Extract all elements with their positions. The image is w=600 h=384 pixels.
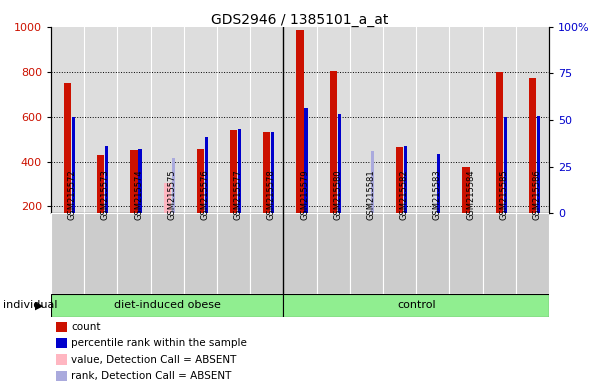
- Bar: [151, 213, 184, 294]
- Bar: [271, 132, 274, 213]
- Bar: [404, 146, 407, 213]
- Bar: [139, 149, 142, 213]
- Bar: [296, 30, 304, 213]
- Bar: [197, 149, 204, 213]
- Bar: [371, 151, 374, 213]
- Bar: [84, 213, 118, 294]
- Text: GSM215578: GSM215578: [267, 169, 276, 220]
- Bar: [317, 213, 350, 294]
- Bar: [350, 213, 383, 294]
- Text: GSM215586: GSM215586: [532, 169, 541, 220]
- Bar: [205, 137, 208, 213]
- Bar: [516, 213, 549, 294]
- Text: control: control: [397, 300, 436, 310]
- Text: rank, Detection Call = ABSENT: rank, Detection Call = ABSENT: [71, 371, 231, 381]
- Bar: [250, 213, 283, 294]
- Bar: [217, 213, 250, 294]
- Text: GSM215580: GSM215580: [333, 169, 342, 220]
- Bar: [437, 154, 440, 213]
- Text: count: count: [71, 322, 100, 332]
- Text: GSM215579: GSM215579: [300, 169, 309, 220]
- Bar: [463, 167, 470, 213]
- Bar: [283, 294, 549, 317]
- Bar: [51, 213, 84, 294]
- Bar: [64, 83, 71, 213]
- Text: GSM215573: GSM215573: [101, 169, 110, 220]
- Text: GSM215585: GSM215585: [499, 169, 508, 220]
- Text: value, Detection Call = ABSENT: value, Detection Call = ABSENT: [71, 354, 236, 364]
- Bar: [529, 78, 536, 213]
- Text: GSM215581: GSM215581: [367, 169, 376, 220]
- Bar: [164, 183, 171, 213]
- Text: diet-induced obese: diet-induced obese: [114, 300, 221, 310]
- Bar: [338, 114, 341, 213]
- Bar: [56, 354, 67, 365]
- Text: GSM215572: GSM215572: [68, 169, 77, 220]
- Text: GSM215577: GSM215577: [233, 169, 242, 220]
- Bar: [184, 213, 217, 294]
- Bar: [416, 213, 449, 294]
- Text: ▶: ▶: [35, 300, 43, 310]
- Bar: [56, 322, 67, 332]
- Bar: [283, 213, 317, 294]
- Text: GDS2946 / 1385101_a_at: GDS2946 / 1385101_a_at: [211, 13, 389, 27]
- Bar: [130, 150, 137, 213]
- Bar: [172, 158, 175, 213]
- Bar: [396, 147, 403, 213]
- Bar: [329, 71, 337, 213]
- Bar: [503, 117, 507, 213]
- Bar: [97, 155, 104, 213]
- Bar: [537, 116, 540, 213]
- Bar: [56, 338, 67, 348]
- Text: GSM215575: GSM215575: [167, 169, 176, 220]
- Bar: [230, 130, 237, 213]
- Bar: [304, 108, 308, 213]
- Bar: [56, 371, 67, 381]
- Bar: [482, 213, 516, 294]
- Bar: [118, 213, 151, 294]
- Text: GSM215584: GSM215584: [466, 169, 475, 220]
- Bar: [496, 72, 503, 213]
- Text: percentile rank within the sample: percentile rank within the sample: [71, 338, 247, 348]
- Bar: [238, 129, 241, 213]
- Bar: [449, 213, 482, 294]
- Text: GSM215576: GSM215576: [200, 169, 209, 220]
- Bar: [105, 146, 109, 213]
- Text: GSM215583: GSM215583: [433, 169, 442, 220]
- Text: GSM215574: GSM215574: [134, 169, 143, 220]
- Text: GSM215582: GSM215582: [400, 169, 409, 220]
- Bar: [263, 132, 271, 213]
- Bar: [51, 294, 283, 317]
- Text: individual: individual: [3, 300, 58, 310]
- Bar: [72, 117, 75, 213]
- Bar: [383, 213, 416, 294]
